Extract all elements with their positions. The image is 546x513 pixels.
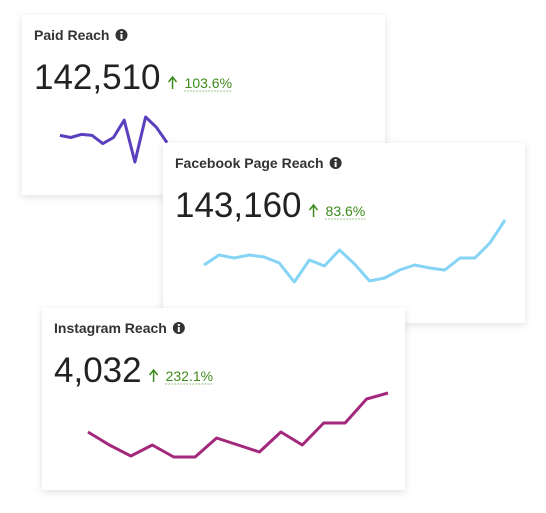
sparkline — [203, 219, 507, 284]
sparkline — [59, 115, 169, 164]
card: Facebook Page Reach 143,160 83.6% — [163, 143, 525, 323]
arrow-head — [149, 368, 159, 376]
card-title: Instagram Reach — [54, 320, 167, 336]
info-dot — [334, 159, 337, 161]
change-percent: 83.6% — [326, 203, 366, 219]
change-percent: 103.6% — [185, 75, 232, 91]
info-icon — [329, 157, 342, 169]
info-bar — [177, 327, 180, 332]
info-bar — [120, 34, 123, 39]
metric-value: 4,032 — [54, 351, 142, 390]
card: Instagram Reach 4,032 232.1% — [42, 308, 405, 490]
card-background — [42, 308, 405, 490]
info-dot — [120, 31, 123, 33]
info-icon — [115, 29, 128, 41]
info-bar — [334, 162, 337, 167]
card-title: Facebook Page Reach — [175, 155, 324, 171]
card-background — [163, 143, 525, 323]
change-percent: 232.1% — [166, 368, 213, 384]
arrow-head — [167, 75, 178, 83]
info-icon — [172, 322, 185, 334]
info-dot — [177, 324, 180, 326]
arrow-head — [308, 203, 319, 211]
trend-arrow — [167, 75, 178, 89]
card-title: Paid Reach — [34, 27, 109, 43]
trend-arrow — [308, 203, 319, 217]
trend-arrow — [149, 368, 159, 382]
metric-value: 142,510 — [34, 58, 161, 97]
metric-value: 143,160 — [175, 186, 302, 225]
sparkline — [87, 391, 389, 459]
